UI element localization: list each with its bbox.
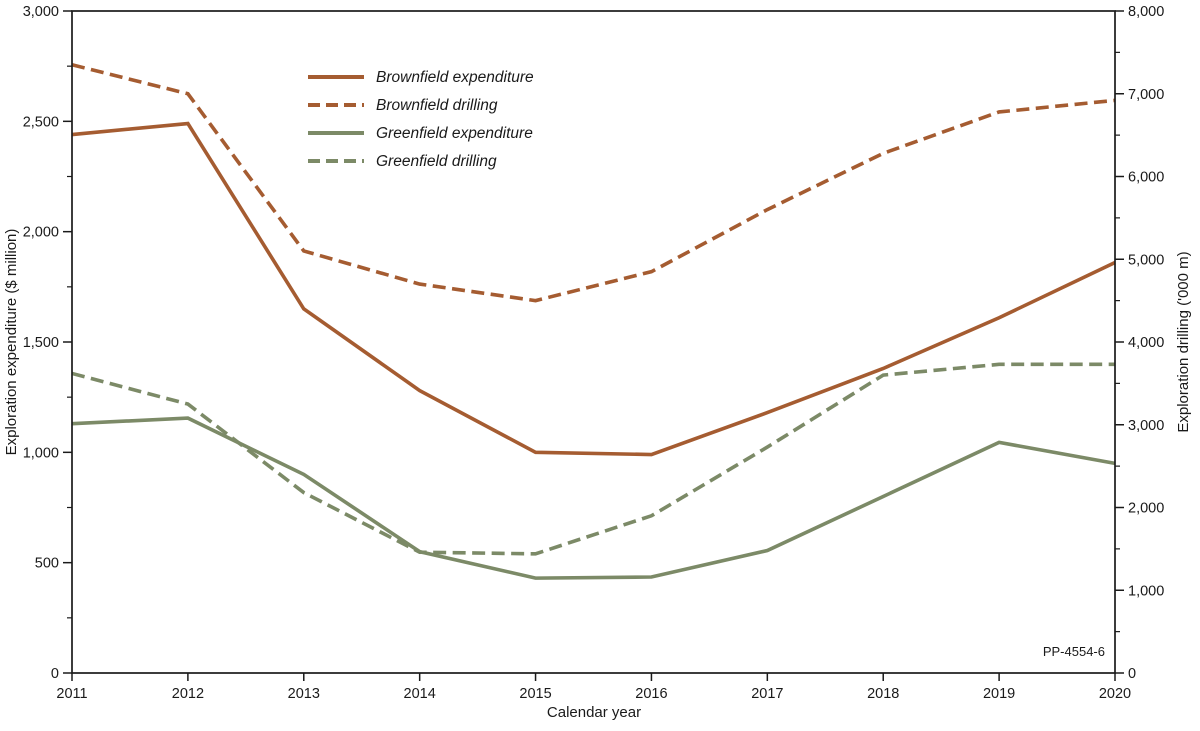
x-axis-year-label: 2014	[404, 686, 436, 702]
legend: Brownfield expenditure Brownfield drilli…	[308, 69, 534, 170]
legend-label-greenfield-drilling: Greenfield drilling	[376, 153, 497, 170]
brownfield-drilling-line	[71, 63, 1116, 303]
x-axis-year-label: 2018	[867, 686, 899, 702]
legend-label-brownfield-expenditure: Brownfield expenditure	[376, 69, 534, 86]
right-axis-tick-label: 8,000	[1128, 4, 1164, 20]
right-axis-tick-label: 7,000	[1128, 87, 1164, 103]
right-axis-tick-label: 2,000	[1128, 501, 1164, 517]
greenfield-expenditure-line	[71, 416, 1116, 580]
axis-ticks: 0 500 1,000 1,500 2,000 2,500 3,000 0 1,000 2,000…	[23, 4, 1165, 702]
left-axis-tick-label: 1,000	[23, 445, 59, 461]
data-series	[71, 63, 1116, 580]
x-axis-year-label: 2013	[288, 686, 320, 702]
left-axis-tick-label: 1,500	[23, 335, 59, 351]
x-axis-year-label: 2017	[751, 686, 783, 702]
left-axis-tick-label: 3,000	[23, 4, 59, 20]
brownfield-expenditure-line	[71, 121, 1116, 457]
figure-code-label: PP-4554-6	[1043, 644, 1105, 659]
x-axis-year-label: 2019	[983, 686, 1015, 702]
legend-label-greenfield-expenditure: Greenfield expenditure	[376, 125, 533, 142]
left-axis-tick-label: 2,000	[23, 225, 59, 241]
left-axis-tick-label: 500	[35, 556, 59, 572]
right-axis-tick-label: 1,000	[1128, 583, 1164, 599]
x-axis-year-label: 2011	[56, 686, 87, 702]
greenfield-drilling-line	[71, 362, 1115, 556]
x-axis-year-label: 2012	[172, 686, 204, 702]
right-axis-tick-label: 3,000	[1128, 418, 1164, 434]
legend-label-brownfield-drilling: Brownfield drilling	[376, 97, 498, 114]
x-axis-year-label: 2020	[1099, 686, 1131, 702]
right-axis-tick-label: 5,000	[1128, 252, 1164, 268]
right-axis-tick-label: 0	[1128, 666, 1136, 682]
right-axis-tick-label: 4,000	[1128, 335, 1164, 351]
x-axis-title: Calendar year	[547, 704, 641, 721]
left-axis-title: Exploration expenditure ($ million)	[3, 229, 20, 456]
right-axis-tick-label: 6,000	[1128, 170, 1164, 186]
plot-border	[71, 10, 1116, 674]
x-axis-year-label: 2015	[519, 686, 551, 702]
x-axis-year-label: 2016	[635, 686, 667, 702]
left-axis-tick-label: 0	[51, 666, 59, 682]
left-axis-tick-label: 2,500	[23, 114, 59, 130]
right-axis-title: Exploration drilling ('000 m)	[1175, 251, 1192, 432]
